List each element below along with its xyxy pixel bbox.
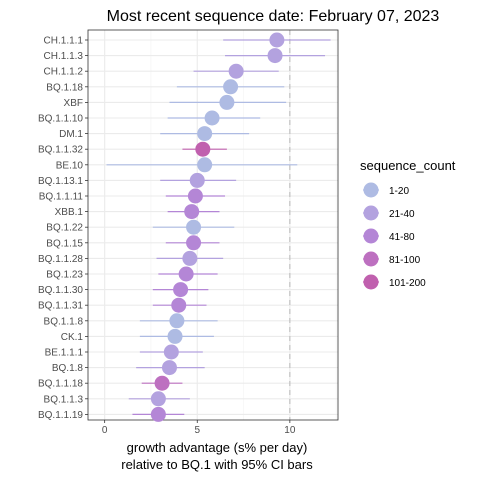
data-point	[197, 157, 213, 173]
data-point	[267, 48, 283, 64]
legend-label: 101-200	[389, 278, 426, 289]
legend-key-point	[363, 205, 379, 221]
plot-panel	[88, 30, 338, 420]
data-point	[187, 188, 203, 204]
y-tick-label: BQ.1.23	[46, 270, 83, 281]
y-tick-label: CH.1.1.3	[44, 51, 84, 62]
legend-label: 41-80	[389, 232, 415, 243]
data-point	[171, 297, 187, 313]
data-point	[154, 375, 170, 391]
plot-border	[87, 29, 339, 421]
data-point	[169, 313, 185, 329]
data-point	[269, 32, 285, 48]
y-tick-label: DM.1	[59, 129, 83, 140]
data-point	[184, 204, 200, 220]
x-tick-label: 5	[194, 425, 200, 436]
data-point	[204, 110, 220, 126]
y-tick-label: XBB.1	[55, 207, 84, 218]
y-tick-label: CK.1	[61, 332, 84, 343]
data-point	[178, 266, 194, 282]
data-point	[182, 250, 198, 266]
y-tick-label: BQ.1.1.11	[39, 192, 84, 203]
data-point	[223, 79, 239, 95]
legend-key-point	[363, 251, 379, 267]
data-point	[228, 63, 244, 79]
y-tick-label: BQ.1.1.28	[38, 254, 83, 265]
data-point	[189, 172, 205, 188]
y-tick-label: BQ.1.18	[46, 82, 83, 93]
y-tick-label: BQ.1.1.10	[38, 114, 83, 125]
data-point	[186, 219, 202, 235]
y-tick-label: BQ.1.1.31	[38, 301, 83, 312]
x-axis-ticks: 0 5 10	[102, 420, 296, 436]
data-point	[186, 235, 202, 251]
legend: sequence_count 1-20 21-40 41-80 81-100 101-2…	[360, 158, 456, 290]
y-tick-label: BQ.1.1.8	[44, 316, 84, 327]
data-point	[167, 328, 183, 344]
legend-label: 81-100	[389, 255, 421, 266]
y-tick-label: BE.1.1.1	[45, 348, 84, 359]
y-tick-label: CH.1.1.1	[44, 36, 84, 47]
data-point	[219, 94, 235, 110]
y-tick-label: BE.10	[56, 160, 84, 171]
plot-grid	[87, 29, 339, 421]
legend-label: 21-40	[389, 209, 415, 220]
y-tick-label: BQ.1.1.32	[38, 145, 83, 156]
data-point	[173, 282, 189, 298]
x-tick-label: 0	[102, 425, 108, 436]
legend-label: 1-20	[389, 186, 409, 197]
y-tick-label: CH.1.1.2	[44, 67, 84, 78]
y-tick-label: BQ.1.1.30	[38, 285, 83, 296]
plot-marks	[106, 32, 331, 422]
chart-title: Most recent sequence date: February 07, …	[107, 8, 440, 25]
y-tick-label: BQ.1.8	[52, 363, 84, 374]
data-point	[150, 406, 166, 422]
data-point	[195, 141, 211, 157]
y-axis-ticks: CH.1.1.1 CH.1.1.3 CH.1.1.2 BQ.1.18 XBF BQ.1.1…	[38, 36, 88, 421]
y-tick-label: BQ.1.1.3	[44, 394, 84, 405]
y-tick-label: BQ.1.15	[46, 238, 83, 249]
x-axis-title-line-1: growth advantage (s% per day)	[127, 440, 308, 455]
y-tick-label: XBF	[64, 98, 83, 109]
y-tick-label: BQ.1.1.18	[38, 379, 83, 390]
x-axis-title-line-2: relative to BQ.1 with 95% CI bars	[121, 457, 313, 472]
data-point	[150, 391, 166, 407]
y-tick-label: BQ.1.22	[46, 223, 83, 234]
y-tick-label: BQ.1.13.1	[38, 176, 83, 187]
y-tick-label: BQ.1.1.19	[38, 410, 83, 421]
legend-key-point	[363, 228, 379, 244]
legend-key-point	[363, 182, 379, 198]
data-point	[161, 360, 177, 376]
data-point	[163, 344, 179, 360]
legend-title: sequence_count	[360, 158, 456, 173]
data-point	[197, 126, 213, 142]
x-tick-label: 10	[284, 425, 296, 436]
legend-key-point	[363, 274, 379, 290]
